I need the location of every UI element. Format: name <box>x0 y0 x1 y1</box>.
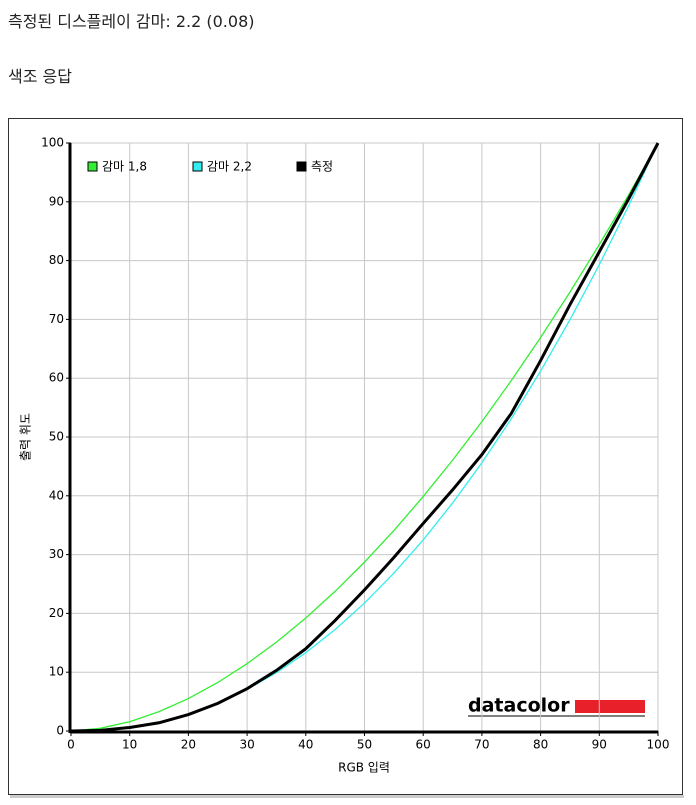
y-axis-label: 출력 휘도 <box>19 413 33 461</box>
y-tick-label: 70 <box>49 312 64 326</box>
logo: datacolor <box>468 695 570 717</box>
x-tick-label: 50 <box>357 738 372 752</box>
y-tick-label: 90 <box>49 194 64 208</box>
legend-swatch <box>296 161 307 172</box>
x-tick-label: 20 <box>181 738 196 752</box>
legend-label: 감마 1,8 <box>102 160 147 174</box>
x-tick-label: 30 <box>239 738 254 752</box>
logo-bar <box>575 700 645 713</box>
legend-swatch <box>192 161 203 172</box>
frame-shadow <box>10 795 684 798</box>
legend-label: 감마 2,2 <box>207 160 252 174</box>
x-tick-label: 90 <box>592 738 607 752</box>
x-tick-label: 0 <box>67 738 75 752</box>
y-tick-label: 30 <box>49 547 64 561</box>
chart-frame <box>8 118 683 795</box>
x-axis-label: RGB 입력 <box>338 761 390 775</box>
subtitle: 색조 응답 <box>8 67 72 86</box>
legend-label: 측정 <box>311 160 333 174</box>
x-tick-label: 100 <box>647 738 670 752</box>
x-tick-label: 40 <box>298 738 313 752</box>
y-tick-label: 80 <box>49 253 64 267</box>
y-tick-label: 100 <box>41 136 64 150</box>
legend-swatch <box>87 161 98 172</box>
series-line <box>70 142 659 732</box>
y-tick-label: 50 <box>49 430 64 444</box>
series-line <box>70 142 660 733</box>
y-tick-label: 20 <box>49 606 64 620</box>
title: 측정된 디스플레이 감마: 2.2 (0.08) <box>8 12 255 31</box>
y-tick-label: 40 <box>49 488 64 502</box>
y-tick-label: 0 <box>56 724 64 738</box>
x-tick-label: 10 <box>122 738 137 752</box>
x-tick-label: 60 <box>416 738 431 752</box>
y-tick-label: 60 <box>49 371 64 385</box>
y-tick-label: 10 <box>49 665 64 679</box>
x-tick-label: 80 <box>533 738 548 752</box>
x-tick-label: 70 <box>474 738 489 752</box>
